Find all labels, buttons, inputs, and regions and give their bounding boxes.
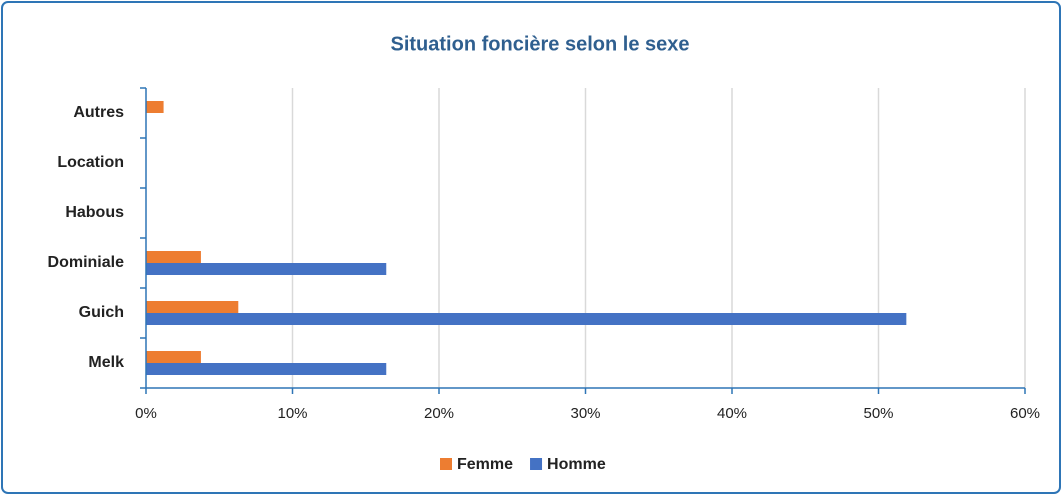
bar — [146, 301, 239, 313]
bar — [146, 251, 201, 263]
chart-title: Situation foncière selon le sexe — [391, 33, 690, 55]
x-tick-label: 60% — [1010, 405, 1040, 422]
y-tick-label: Melk — [88, 354, 124, 371]
x-tick-label: 0% — [135, 405, 157, 422]
x-tick-label: 50% — [863, 405, 893, 422]
y-tick-label: Dominiale — [48, 254, 125, 271]
x-tick-label: 10% — [277, 405, 307, 422]
y-tick-label: Guich — [79, 304, 124, 321]
bar — [146, 263, 387, 275]
y-tick-label: Habous — [65, 204, 124, 221]
x-tick-label: 30% — [570, 405, 600, 422]
bar — [146, 313, 907, 325]
y-tick-label: Location — [57, 154, 124, 171]
legend-swatch — [440, 458, 452, 470]
x-tick-label: 20% — [424, 405, 454, 422]
legend-swatch — [530, 458, 543, 470]
y-tick-label: Autres — [73, 104, 124, 121]
legend-label: Femme — [457, 456, 513, 473]
x-tick-label: 40% — [717, 405, 747, 422]
bar — [146, 101, 164, 113]
bar — [146, 363, 387, 375]
legend-label: Homme — [547, 456, 606, 473]
bar — [146, 351, 201, 363]
